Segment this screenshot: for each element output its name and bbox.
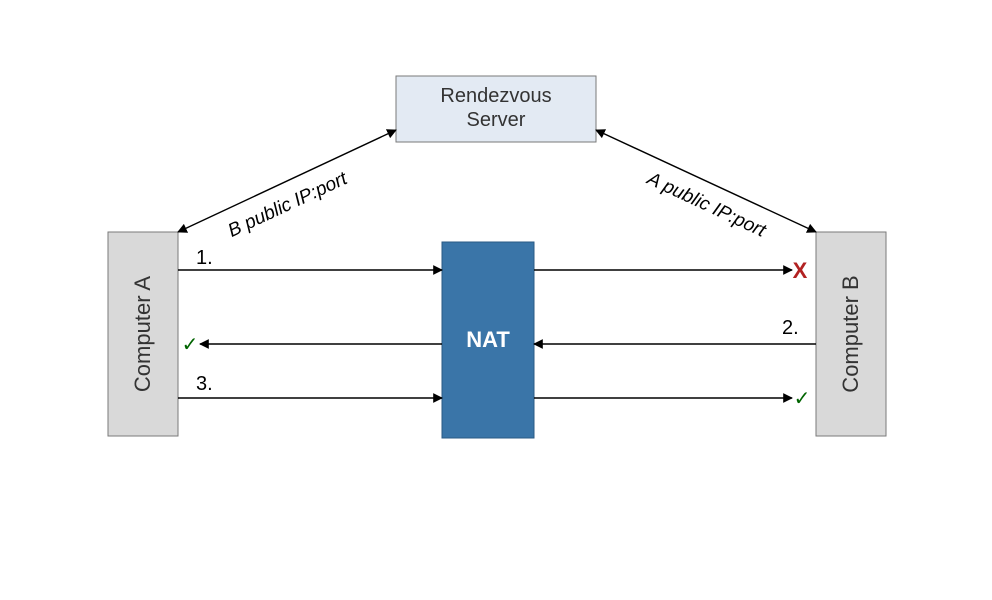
server-label-line1: Rendezvous <box>440 85 551 107</box>
nat-label: NAT <box>466 327 510 352</box>
computer-a-label: Computer A <box>130 276 155 392</box>
nat-node: NAT <box>442 242 534 438</box>
step-1-label: 1. <box>196 247 213 269</box>
check-mark-a-icon: ✓ <box>182 334 199 356</box>
server-label-line2: Server <box>467 109 526 131</box>
step-3-label: 3. <box>196 373 213 395</box>
rendezvous-server-node: Rendezvous Server <box>396 76 596 142</box>
check-mark-b-icon: ✓ <box>794 388 811 410</box>
computer-b-node: Computer B <box>816 232 886 436</box>
computer-a-node: Computer A <box>108 232 178 436</box>
computer-b-label: Computer B <box>838 275 863 392</box>
step-2-label: 2. <box>782 317 799 339</box>
fail-mark-icon: X <box>793 258 808 283</box>
edge-label-right: A public IP:port <box>643 168 770 242</box>
nat-diagram: Rendezvous Server Computer A Computer B … <box>0 0 992 600</box>
edge-server-to-b <box>596 130 816 232</box>
edge-label-left: B public IP:port <box>225 168 351 242</box>
